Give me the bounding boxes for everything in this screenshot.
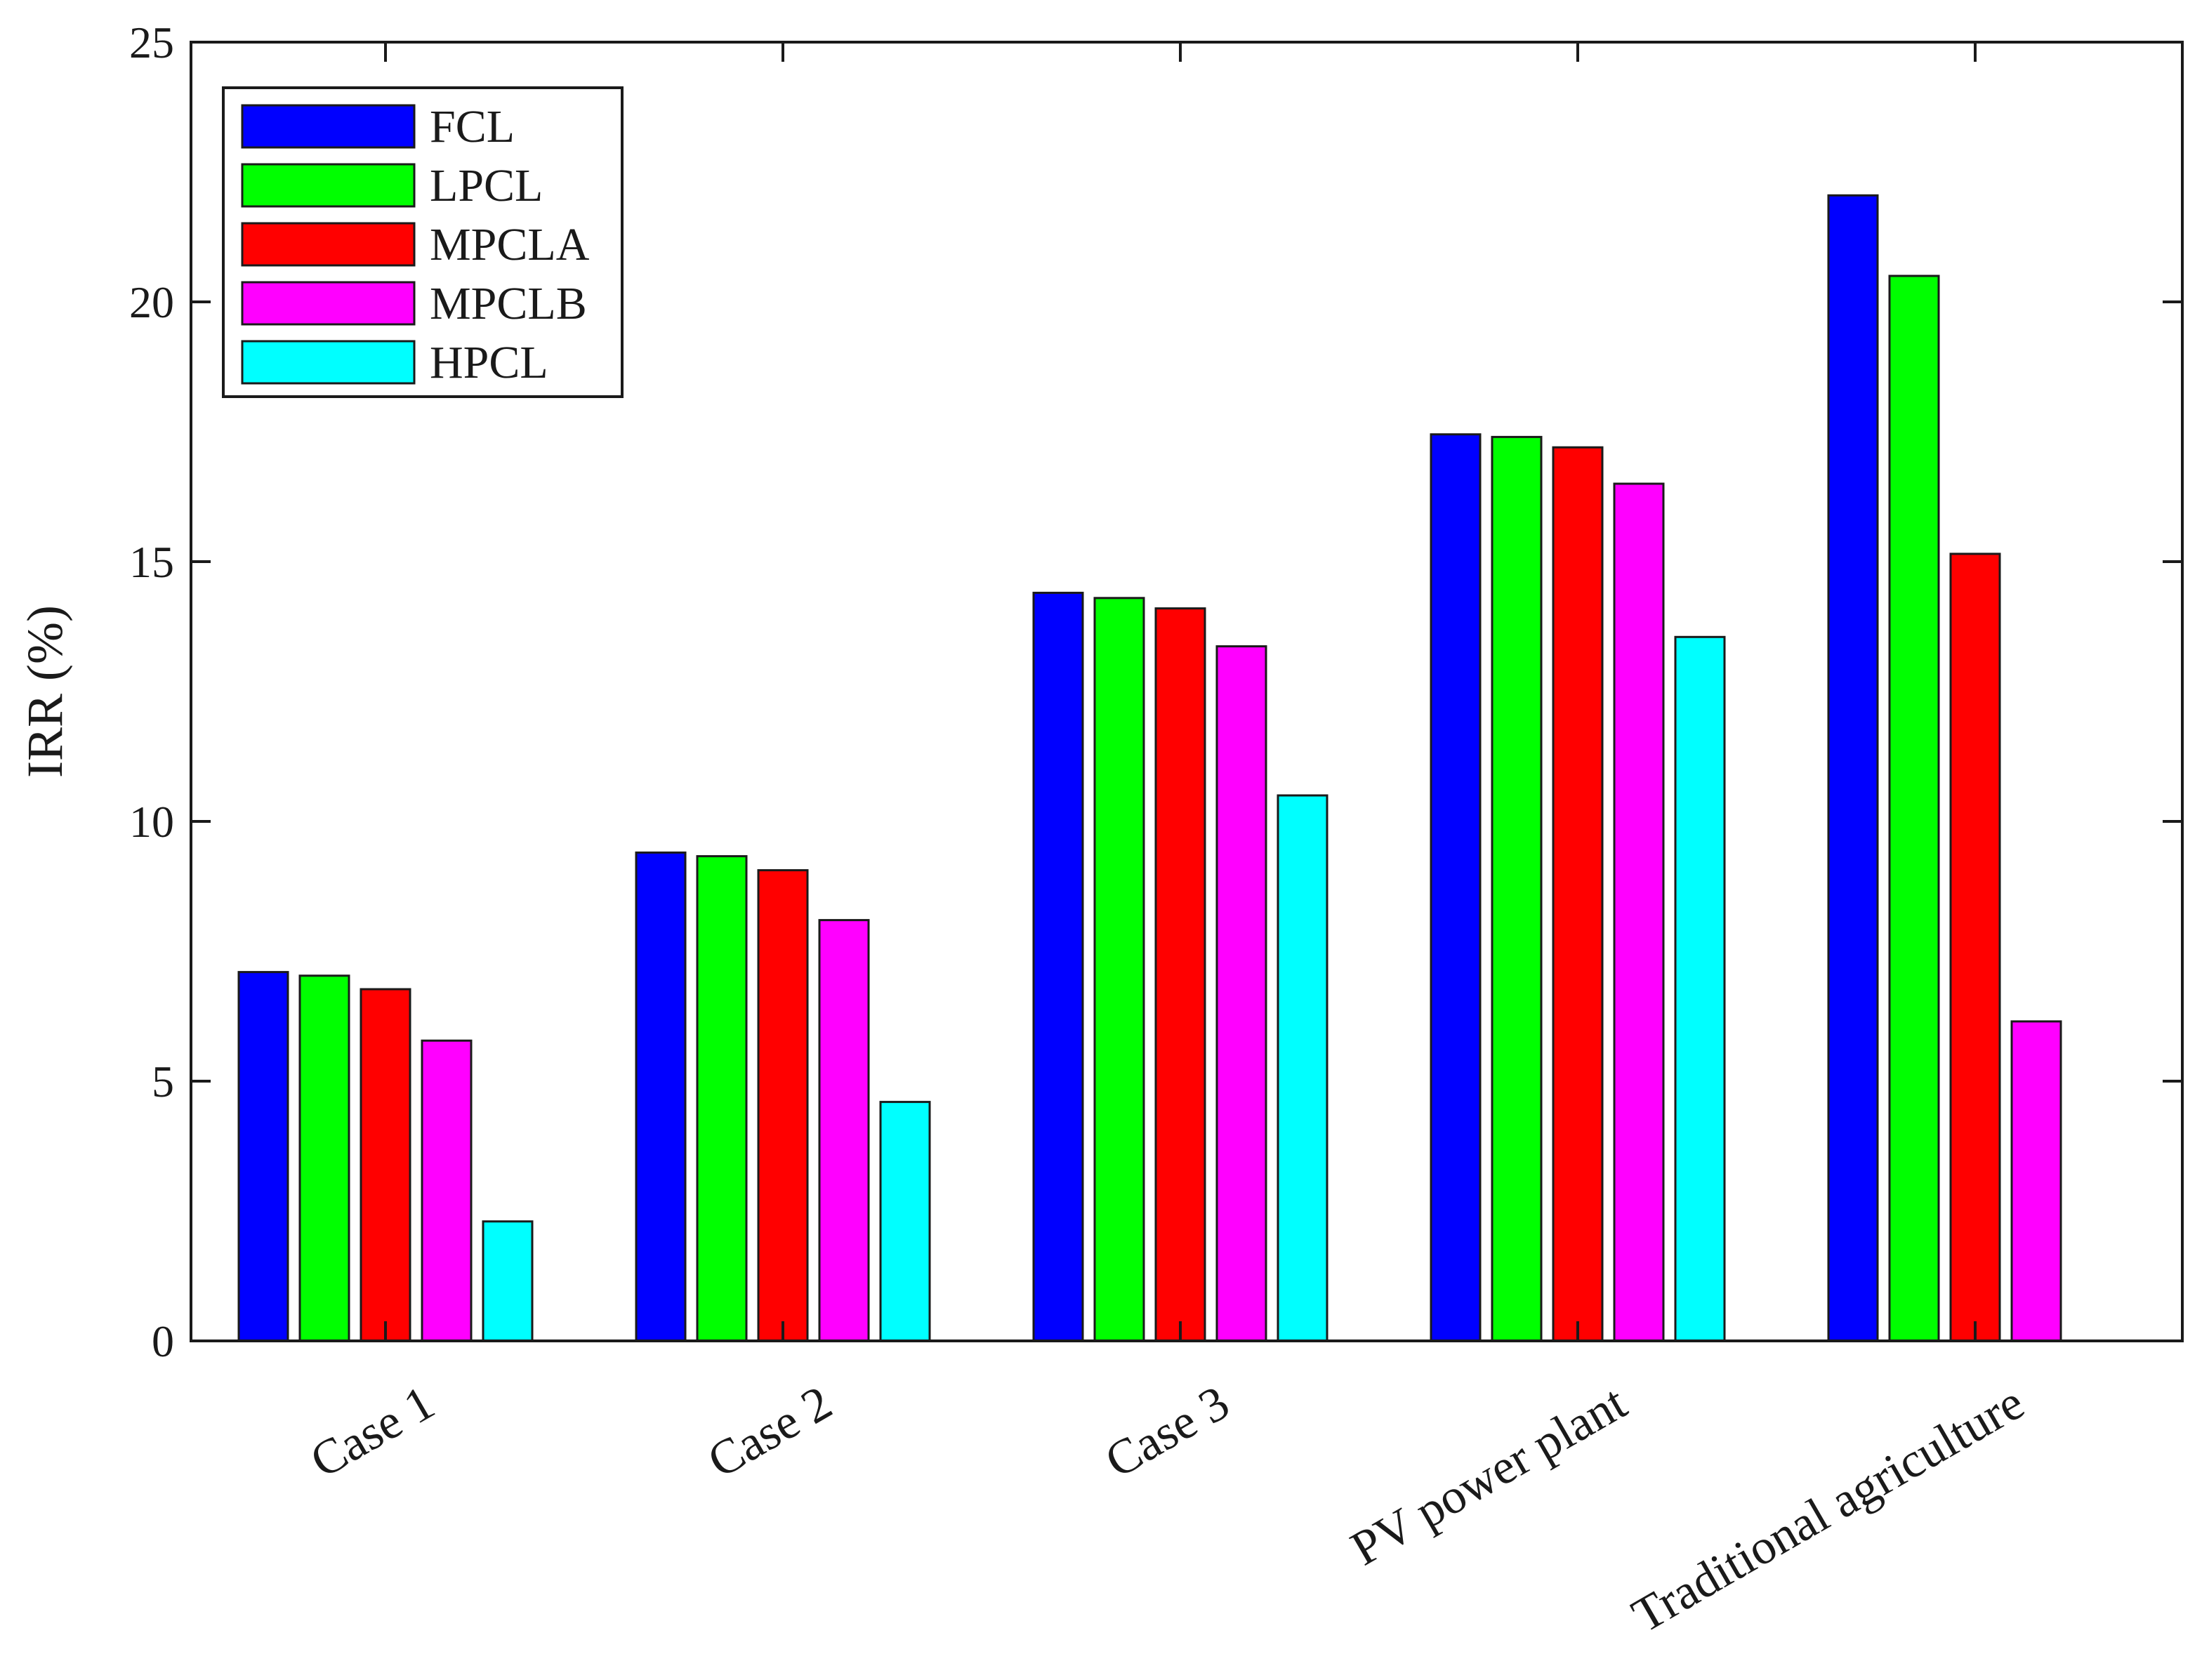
legend-label-mpcla: MPCLA [430, 219, 590, 270]
bar-mpclb-1 [421, 1039, 473, 1342]
bar-lpcl-3 [1093, 597, 1145, 1342]
bar-mpcla-5 [1949, 553, 2001, 1342]
bar-lpcl-4 [1491, 435, 1543, 1342]
bar-hpcl-4 [1674, 635, 1726, 1342]
legend-swatch-fcl [241, 104, 416, 149]
legend-label-lpcl: LPCL [430, 160, 543, 211]
legend-swatch-hpcl [241, 340, 416, 385]
legend-swatch-mpclb [241, 281, 416, 326]
legend-swatch-lpcl [241, 163, 416, 208]
legend-label-fcl: FCL [430, 101, 515, 152]
bar-mpclb-4 [1613, 482, 1665, 1342]
bar-hpcl-3 [1277, 794, 1328, 1342]
bar-fcl-3 [1032, 591, 1084, 1342]
bar-lpcl-1 [298, 974, 350, 1342]
y-tick-label: 5 [152, 1057, 174, 1106]
bar-hpcl-1 [482, 1220, 534, 1342]
bar-fcl-1 [237, 971, 289, 1342]
bar-mpcla-3 [1154, 607, 1206, 1342]
bar-hpcl-2 [879, 1101, 931, 1342]
y-tick-label: 0 [152, 1316, 174, 1366]
y-tick-label: 25 [129, 18, 174, 67]
legend-swatch-mpcla [241, 222, 416, 267]
bar-mpcla-4 [1552, 446, 1604, 1342]
legend: FCL LPCL MPCLA MPCLB HPCL [222, 86, 624, 398]
bar-mpcla-2 [757, 869, 809, 1342]
bar-mpclb-3 [1215, 645, 1267, 1342]
bars-layer [237, 194, 2062, 1342]
bar-fcl-2 [635, 851, 687, 1342]
plot-frame [190, 41, 2184, 1342]
legend-label-mpclb: MPCLB [430, 278, 587, 329]
bar-mpclb-2 [818, 919, 870, 1342]
y-tick-label: 15 [129, 537, 174, 587]
y-axis-title: IRR (%) [17, 605, 73, 778]
bar-fcl-5 [1827, 194, 1879, 1342]
bar-lpcl-2 [696, 855, 748, 1342]
bar-mpcla-1 [360, 988, 411, 1342]
bar-lpcl-5 [1888, 275, 1940, 1342]
bar-fcl-4 [1430, 433, 1482, 1342]
bar-mpclb-5 [2010, 1020, 2062, 1342]
legend-label-hpcl: HPCL [430, 337, 548, 388]
y-tick-label: 10 [129, 797, 174, 847]
y-tick-label: 20 [129, 277, 174, 327]
